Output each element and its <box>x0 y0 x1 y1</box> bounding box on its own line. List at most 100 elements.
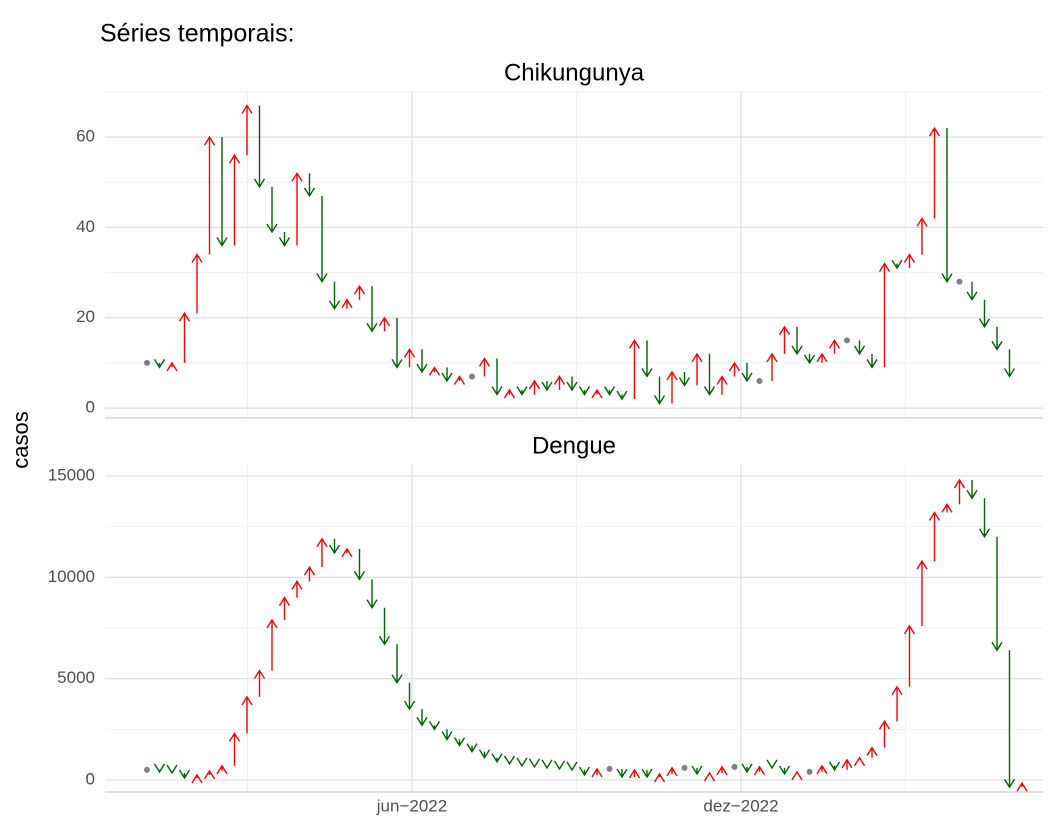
arrow-shape <box>428 366 441 376</box>
y-tick-label: 40 <box>76 217 95 236</box>
arrow <box>266 186 278 234</box>
arrow-shape <box>453 737 466 747</box>
arrow <box>203 135 216 255</box>
arrow-shape <box>416 349 428 374</box>
arrow <box>491 753 503 764</box>
arrow-shape <box>291 580 303 598</box>
arrow-shape <box>553 375 566 391</box>
arrow-shape <box>941 128 953 283</box>
arrow-shape <box>453 375 466 385</box>
arrow-shape <box>741 362 753 383</box>
arrow <box>928 511 941 562</box>
arrow-shape <box>703 353 716 396</box>
arrow-shape <box>766 759 778 770</box>
arrow <box>541 759 553 770</box>
arrow-shape <box>1016 781 1028 792</box>
arrow-shape <box>991 326 1003 351</box>
arrow <box>416 349 428 374</box>
arrow <box>803 353 816 365</box>
arrow-shape <box>641 768 653 779</box>
arrow-shape <box>978 498 991 539</box>
arrow <box>641 768 653 779</box>
arrow <box>903 253 916 269</box>
arrow <box>641 340 653 378</box>
flat-point <box>806 768 813 775</box>
arrow <box>916 559 928 626</box>
arrow <box>928 126 941 219</box>
flat-point <box>144 359 150 366</box>
arrow-shape <box>928 511 941 562</box>
arrow <box>441 729 453 741</box>
arrow-shape <box>166 764 178 775</box>
arrow-shape <box>403 682 416 711</box>
arrow <box>553 375 566 391</box>
arrow-shape <box>853 756 866 767</box>
arrow <box>691 765 703 776</box>
arrow-shape <box>891 685 903 722</box>
arrow <box>753 765 766 776</box>
arrow-shape <box>791 770 803 781</box>
arrow <box>628 768 641 779</box>
arrow-shape <box>828 761 841 772</box>
arrow-shape <box>628 339 641 400</box>
arrow-shape <box>178 769 191 780</box>
arrow-shape <box>178 311 191 363</box>
arrow-shape <box>953 478 966 505</box>
arrow <box>278 596 291 620</box>
arrow <box>178 769 191 780</box>
arrow-shape <box>766 352 778 381</box>
arrow-shape <box>391 317 403 369</box>
arrow-shape <box>466 743 478 753</box>
arrow <box>503 388 516 399</box>
arrow <box>666 766 678 777</box>
arrow-shape <box>716 765 728 776</box>
arrow-shape <box>778 325 791 354</box>
arrow <box>941 503 953 513</box>
flat-point <box>844 337 850 344</box>
arrow-shape <box>366 286 378 333</box>
arrow-shape <box>241 104 253 156</box>
arrow <box>666 370 678 404</box>
arrow-shape <box>578 766 591 777</box>
y-tick-label: 15000 <box>48 465 95 484</box>
arrow <box>653 772 666 783</box>
arrow-shape <box>266 186 278 234</box>
arrow <box>178 311 191 363</box>
arrow <box>453 737 466 747</box>
arrow-shape <box>903 624 916 687</box>
arrow-shape <box>416 709 428 727</box>
arrow <box>816 352 828 363</box>
arrow-shape <box>303 565 316 582</box>
arrow <box>566 376 578 392</box>
arrow-shape <box>566 761 578 772</box>
arrow-shape <box>628 768 641 779</box>
arrow <box>778 765 791 776</box>
arrow-shape <box>816 352 828 363</box>
arrow <box>153 763 166 774</box>
arrow <box>353 284 366 300</box>
arrow-shape <box>566 376 578 392</box>
y-tick-label: 20 <box>76 307 95 326</box>
arrow-shape <box>903 253 916 269</box>
arrow <box>291 580 303 598</box>
arrow <box>241 104 253 156</box>
arrow-shape <box>153 359 166 369</box>
arrow <box>216 137 228 247</box>
arrow <box>403 682 416 711</box>
arrow <box>366 579 378 610</box>
arrow <box>228 153 241 246</box>
arrow <box>828 761 841 772</box>
arrow-shape <box>503 755 516 766</box>
arrow-shape <box>741 763 753 774</box>
arrow-shape <box>978 299 991 329</box>
arrow-shape <box>278 596 291 620</box>
arrow-shape <box>191 773 203 784</box>
y-tick-label: 5000 <box>57 668 95 687</box>
flat-point <box>681 764 688 771</box>
arrow-shape <box>691 765 703 776</box>
arrow-shape <box>991 536 1003 652</box>
arrow <box>478 357 491 377</box>
arrow <box>691 352 703 386</box>
arrow <box>328 281 341 311</box>
arrow <box>166 764 178 775</box>
